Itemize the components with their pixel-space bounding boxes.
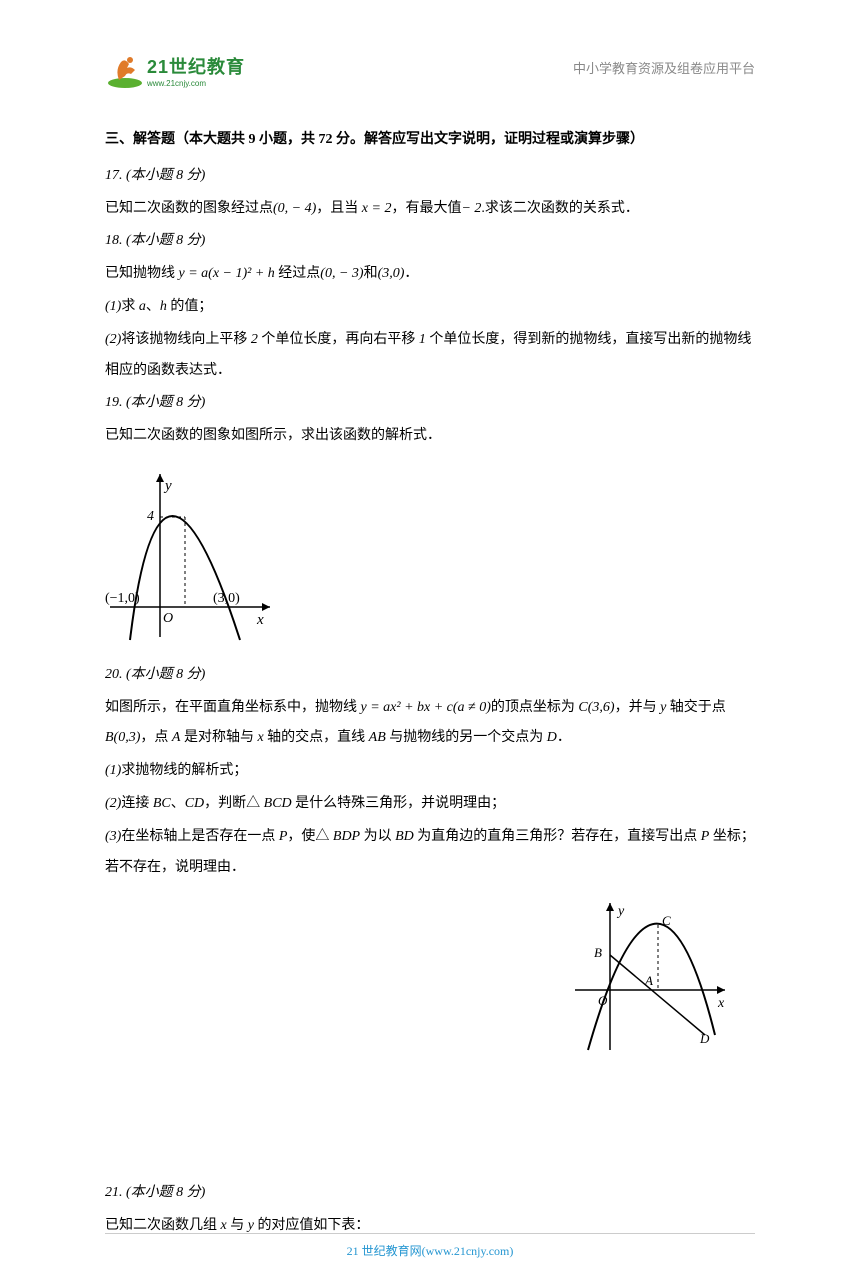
- q18-heading: 18. (本小题 8 分): [105, 226, 765, 257]
- svg-text:C: C: [662, 913, 671, 928]
- logo-icon: [105, 50, 145, 90]
- svg-text:D: D: [699, 1031, 710, 1046]
- svg-text:x: x: [717, 996, 725, 1011]
- logo-area: 21世纪教育 www.21cnjy.com: [105, 50, 245, 90]
- q18-line1: 已知抛物线 y = a(x − 1)² + h 经过点(0, − 3)和(3,0…: [105, 259, 765, 290]
- svg-text:(3,0): (3,0): [213, 591, 240, 606]
- q19-figure: 4 y x O (−1,0) (3,0): [105, 462, 765, 655]
- svg-text:O: O: [163, 611, 173, 626]
- header-right-text: 中小学教育资源及组卷应用平台: [573, 58, 755, 77]
- q19-text: 已知二次函数的图象如图所示，求出该函数的解析式．: [105, 421, 765, 452]
- q20-line4: (3)在坐标轴上是否存在一点 P，使△ BDP 为以 BD 为直角边的直角三角形…: [105, 822, 765, 884]
- q20-line1: 如图所示，在平面直角坐标系中，抛物线 y = ax² + bx + c(a ≠ …: [105, 693, 765, 755]
- q20-line3: (2)连接 BC、CD，判断△ BCD 是什么特殊三角形，并说明理由；: [105, 789, 765, 820]
- q20-figure: y x O B C A D: [570, 895, 735, 1068]
- svg-text:O: O: [598, 993, 608, 1008]
- svg-text:A: A: [644, 973, 653, 988]
- content-area: 三、解答题（本大题共 9 小题，共 72 分。解答应写出文字说明，证明过程或演算…: [105, 125, 765, 1242]
- svg-text:(−1,0): (−1,0): [105, 591, 140, 606]
- page-header: 21世纪教育 www.21cnjy.com 中小学教育资源及组卷应用平台: [105, 50, 765, 90]
- q17-heading: 17. (本小题 8 分): [105, 161, 765, 192]
- q18-line2: (1)求 a、h 的值；: [105, 292, 765, 323]
- svg-text:B: B: [594, 945, 602, 960]
- q17-text: 已知二次函数的图象经过点(0, − 4)，且当 x = 2，有最大值− 2.求该…: [105, 194, 765, 225]
- svg-text:x: x: [256, 612, 264, 628]
- logo-sub-text: www.21cnjy.com: [147, 79, 245, 88]
- q19-heading: 19. (本小题 8 分): [105, 388, 765, 419]
- svg-text:4: 4: [147, 509, 154, 524]
- q21-heading: 21. (本小题 8 分): [105, 1178, 765, 1209]
- q18-line3: (2)将该抛物线向上平移 2 个单位长度，再向右平移 1 个单位长度，得到新的抛…: [105, 325, 765, 387]
- logo-text: 21世纪教育 www.21cnjy.com: [147, 53, 245, 88]
- svg-text:y: y: [163, 478, 172, 494]
- svg-text:y: y: [616, 904, 625, 919]
- q20-line2: (1)求抛物线的解析式；: [105, 756, 765, 787]
- logo-main-text: 21世纪教育: [147, 53, 245, 79]
- section-title: 三、解答题（本大题共 9 小题，共 72 分。解答应写出文字说明，证明过程或演算…: [105, 125, 765, 156]
- q20-heading: 20. (本小题 8 分): [105, 660, 765, 691]
- page-footer: 21 世纪教育网(www.21cnjy.com): [105, 1233, 755, 1259]
